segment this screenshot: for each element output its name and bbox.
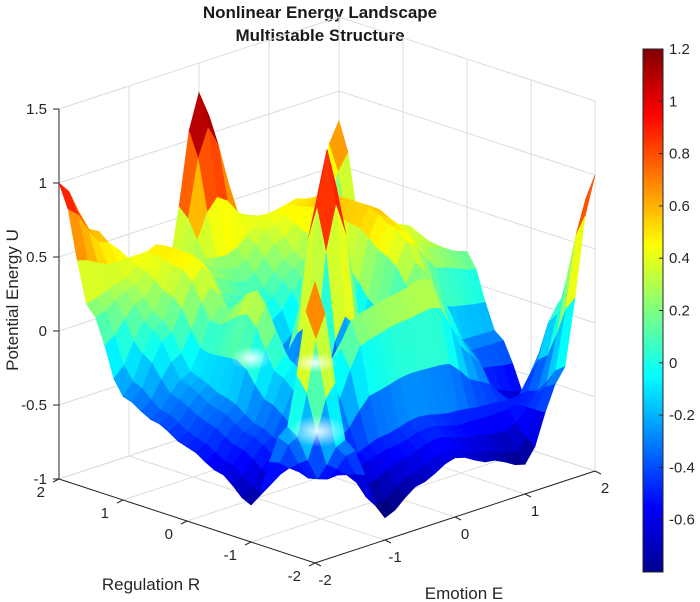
surface-highlight [288,415,349,448]
colorbar-tick-label: -0.4 [669,459,695,476]
surface-patch [575,174,596,236]
x-tick-label: -2 [318,572,331,589]
colorbar-tick-label: 1 [669,93,677,110]
surface-mesh [58,91,596,519]
colorbar: -0.6 -0.4 -0.2 0 0.2 0.4 0.6 0.8 1 1.2 [642,41,695,573]
chart-title-line-1: Nonlinear Energy Landscape [202,3,438,22]
surface-highlight [292,352,337,373]
y-tick-mark [308,562,316,567]
y-axis-label: Regulation R [102,575,200,594]
axis-ticks: -1 -0.5 0 0.5 1 1.5 -2 -1 0 1 2 -2 -1 0 1 2 [21,101,609,589]
x-axis-label: Emotion E [425,584,503,602]
colorbar-tick-label: 0.6 [669,198,690,215]
surface-patch [565,216,586,311]
x-tick-mark [384,539,392,544]
colorbar-tick-label: 0 [669,355,677,372]
chart-title-line-2: Multistable Structure [235,26,405,45]
colorbar-tick-label: -0.2 [669,407,695,424]
x-tick-mark [594,470,602,475]
surface-highlight [231,346,272,371]
z-axis-label: Potential Energy U [3,229,22,371]
y-tick-label: -1 [224,547,237,564]
surface-patch [305,280,326,340]
colorbar-tick-label: 0.8 [669,146,690,163]
z-tick-label: 0 [39,323,47,340]
x-tick-mark [524,493,532,498]
x-tick-label: -1 [388,549,401,566]
y-tick-mark [116,499,124,504]
y-tick-label: 0 [165,526,173,543]
y-tick-label: -2 [288,568,301,585]
colorbar-tick-label: 0.4 [669,250,690,267]
z-tick-label: -0.5 [21,397,47,414]
y-tick-mark [52,478,60,483]
colorbar-tick-label: 0.2 [669,303,690,320]
z-tick-label: 0.5 [26,249,47,266]
y-tick-label: 1 [101,505,109,522]
y-tick-mark [180,520,188,525]
z-tick-label: 1 [39,175,47,192]
colorbar-tick-label: -0.6 [669,512,695,529]
x-tick-label: 1 [531,503,539,520]
z-tick-label: 1.5 [26,101,47,118]
x-tick-mark [314,562,322,567]
colorbar-tick-label: 1.2 [669,41,690,58]
x-tick-mark [454,516,462,521]
x-tick-label: 0 [461,526,469,543]
x-tick-label: 2 [601,480,609,497]
z-tick-label: -1 [34,471,47,488]
y-tick-label: 2 [37,484,45,501]
y-tick-mark [244,541,252,546]
